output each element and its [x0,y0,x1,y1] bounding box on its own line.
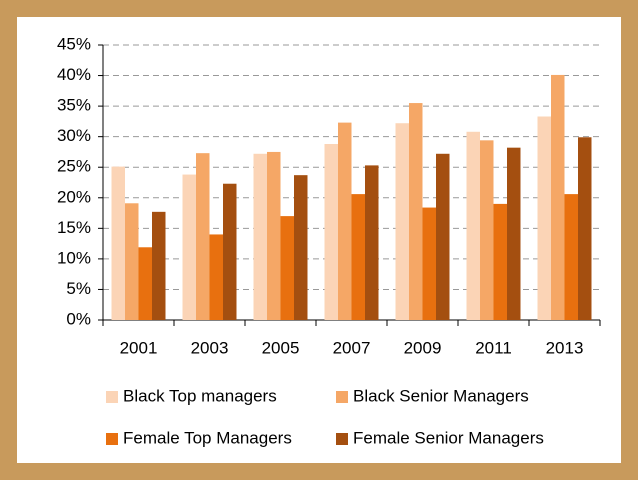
bar [409,103,423,320]
y-tick-label: 0% [66,309,91,328]
bar [125,203,139,320]
bar [436,153,450,320]
y-tick-label: 5% [66,279,91,298]
legend-swatch [336,391,348,403]
x-tick-label: 2007 [333,338,371,357]
x-tick-label: 2013 [546,338,584,357]
legend-swatch [336,433,348,445]
x-tick-label: 2001 [120,338,158,357]
bar [537,116,551,320]
legend-label: Black Senior Managers [353,386,529,405]
x-tick-label: 2009 [404,338,442,357]
y-tick-label: 25% [57,157,91,176]
bar [223,183,237,320]
bar [395,123,409,320]
x-tick-label: 2011 [475,338,512,357]
y-tick-label: 45% [57,34,91,53]
bar [280,216,294,320]
bar [253,153,267,320]
legend-swatch [106,433,118,445]
bar [196,153,210,320]
bar [338,122,352,320]
bar [209,234,223,320]
bar [324,144,338,320]
bar [578,137,592,320]
legend-label: Female Senior Managers [353,428,544,447]
bar [480,140,494,320]
y-tick-label: 30% [57,126,91,145]
bar [111,166,125,320]
bar [294,175,308,320]
y-tick-label: 35% [57,96,91,115]
bar [267,151,281,320]
bar [422,207,436,320]
y-tick-label: 10% [57,248,91,267]
bar [466,131,480,320]
bar [152,211,166,320]
x-tick-label: 2003 [191,338,229,357]
bar [507,147,521,320]
legend-label: Black Top managers [123,386,277,405]
bar [551,74,565,320]
bar [351,194,365,320]
bar [493,203,507,320]
bar [138,247,152,320]
bar [365,165,379,320]
y-tick-label: 40% [57,65,91,84]
legend-label: Female Top Managers [123,428,292,447]
y-tick-label: 15% [57,218,91,237]
y-tick-label: 20% [57,187,91,206]
x-tick-label: 2005 [262,338,300,357]
legend-swatch [106,391,118,403]
bar [564,194,578,320]
bar [182,174,196,320]
